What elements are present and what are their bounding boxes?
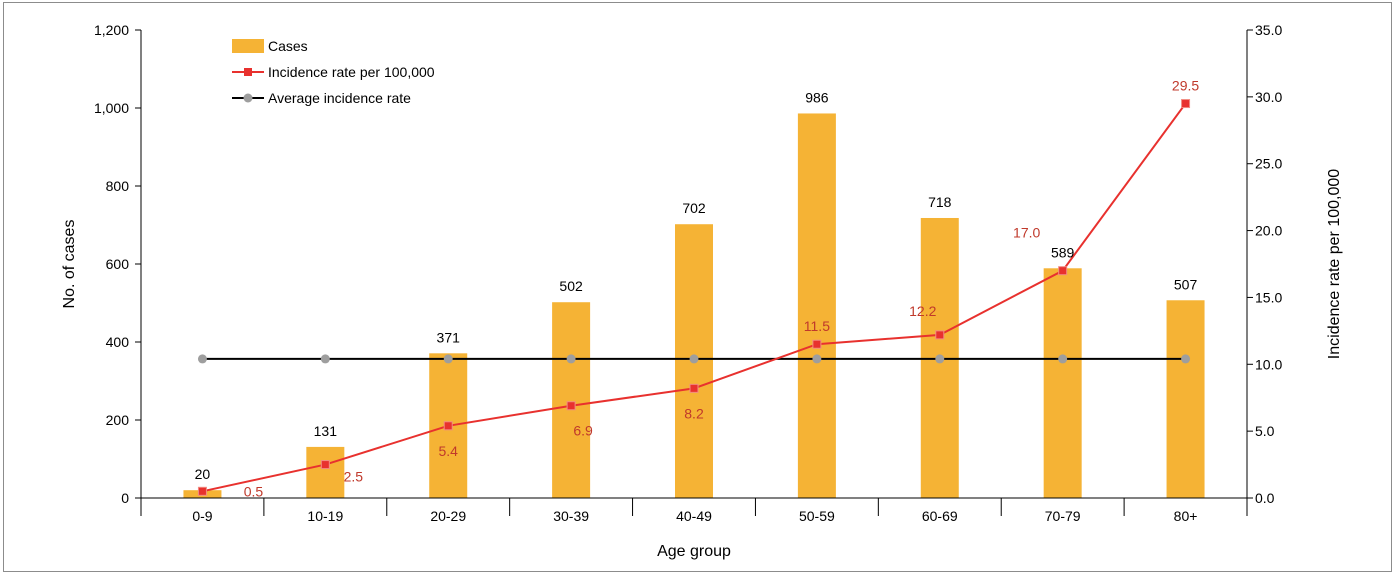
incidence-rate-point bbox=[320, 460, 330, 470]
rate-data-label: 8.2 bbox=[684, 405, 704, 421]
bar-data-label: 718 bbox=[928, 194, 952, 210]
y-tick-label-right: 25.0 bbox=[1255, 156, 1282, 172]
y-tick-label-right: 5.0 bbox=[1255, 423, 1275, 439]
y-tick-label-left: 600 bbox=[106, 256, 130, 272]
average-incidence-point bbox=[812, 354, 822, 364]
legend-label-average: Average incidence rate bbox=[268, 90, 411, 106]
bar-cases-80+ bbox=[1166, 300, 1205, 498]
bar-cases-50-59 bbox=[797, 113, 836, 499]
bar-data-label: 502 bbox=[559, 278, 583, 294]
incidence-rate-point bbox=[197, 486, 207, 496]
legend-label-cases: Cases bbox=[268, 38, 308, 54]
rate-data-label: 29.5 bbox=[1172, 78, 1199, 94]
y-tick-label-left: 0 bbox=[121, 490, 129, 506]
y-tick-label-left: 400 bbox=[106, 334, 130, 350]
rate-data-label: 17.0 bbox=[1013, 225, 1040, 241]
bar-data-label: 20 bbox=[195, 466, 211, 482]
incidence-rate-point bbox=[812, 339, 822, 349]
bar-data-label: 589 bbox=[1051, 244, 1075, 260]
rate-data-label: 2.5 bbox=[344, 469, 364, 485]
incidence-rate-point bbox=[566, 401, 576, 411]
average-incidence-point bbox=[689, 354, 699, 364]
x-axis-title: Age group bbox=[657, 543, 731, 560]
bar-cases-10-19 bbox=[306, 446, 345, 498]
y-tick-label-right: 20.0 bbox=[1255, 223, 1282, 239]
incidence-rate-point bbox=[935, 330, 945, 340]
y-tick-label-left: 1,000 bbox=[94, 100, 129, 116]
y-tick-label-right: 30.0 bbox=[1255, 89, 1282, 105]
legend-swatch-cases bbox=[232, 39, 264, 53]
rate-data-label: 6.9 bbox=[573, 423, 593, 439]
x-tick-label: 80+ bbox=[1174, 508, 1198, 524]
bar-data-label: 131 bbox=[314, 423, 338, 439]
incidence-rate-point bbox=[689, 383, 699, 393]
y-tick-label-right: 0.0 bbox=[1255, 490, 1275, 506]
incidence-rate-point bbox=[443, 421, 453, 431]
x-tick-label: 20-29 bbox=[430, 508, 466, 524]
x-tick-label: 10-19 bbox=[307, 508, 343, 524]
rate-data-label: 12.2 bbox=[909, 303, 936, 319]
average-incidence-point bbox=[935, 354, 945, 364]
average-incidence-point bbox=[1058, 354, 1068, 364]
x-tick-label: 70-79 bbox=[1045, 508, 1081, 524]
x-tick-label: 40-49 bbox=[676, 508, 712, 524]
bar-cases-30-39 bbox=[552, 302, 591, 498]
legend-marker-average bbox=[243, 93, 253, 103]
y-tick-label-right: 10.0 bbox=[1255, 356, 1282, 372]
y-tick-label-left: 1,200 bbox=[94, 22, 129, 38]
y-tick-label-left: 800 bbox=[106, 178, 130, 194]
y-tick-label-right: 15.0 bbox=[1255, 289, 1282, 305]
rate-data-label: 0.5 bbox=[244, 483, 264, 499]
average-incidence-point bbox=[197, 354, 207, 364]
x-tick-label: 0-9 bbox=[192, 508, 212, 524]
y-axis-title-right: Incidence rate per 100,000 bbox=[1326, 169, 1343, 359]
incidence-rate-point bbox=[1058, 266, 1068, 276]
rate-data-label: 5.4 bbox=[438, 443, 458, 459]
average-incidence-point bbox=[1181, 354, 1191, 364]
average-incidence-point bbox=[566, 354, 576, 364]
y-axis-title-left: No. of cases bbox=[61, 220, 78, 309]
bar-data-label: 986 bbox=[805, 89, 829, 105]
x-tick-label: 30-39 bbox=[553, 508, 589, 524]
average-incidence-point bbox=[320, 354, 330, 364]
bar-data-label: 507 bbox=[1174, 276, 1198, 292]
average-incidence-point bbox=[443, 354, 453, 364]
y-tick-label-right: 35.0 bbox=[1255, 22, 1282, 38]
y-tick-label-left: 200 bbox=[106, 412, 130, 428]
legend-label-incidence: Incidence rate per 100,000 bbox=[268, 64, 435, 80]
bar-data-label: 371 bbox=[437, 329, 461, 345]
x-tick-label: 60-69 bbox=[922, 508, 958, 524]
x-tick-label: 50-59 bbox=[799, 508, 835, 524]
legend-marker-incidence bbox=[244, 68, 252, 76]
bar-data-label: 702 bbox=[682, 200, 706, 216]
rate-data-label: 11.5 bbox=[804, 318, 830, 334]
bar-cases-70-79 bbox=[1043, 268, 1082, 498]
incidence-rate-point bbox=[1181, 99, 1191, 109]
